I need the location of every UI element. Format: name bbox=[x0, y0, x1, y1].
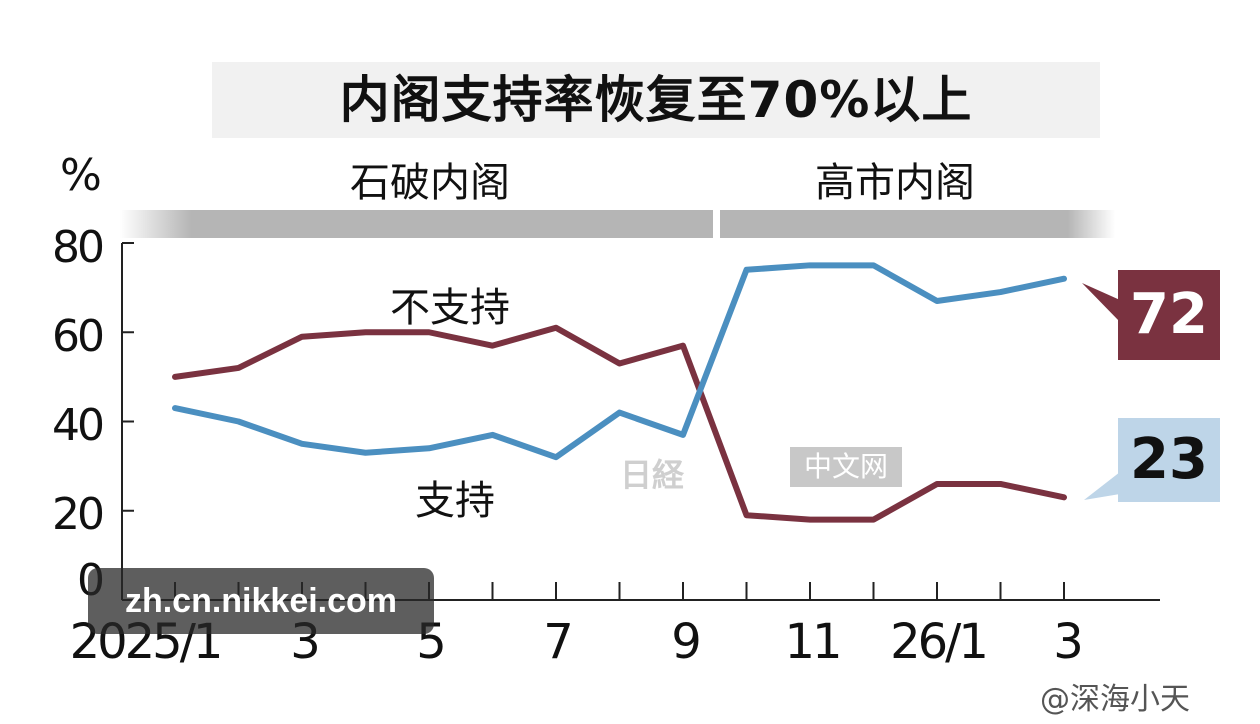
credit-label: @深海小天 bbox=[1040, 682, 1190, 717]
x-tick-label-9: 9 bbox=[671, 614, 701, 670]
era-bar-takaichi bbox=[720, 210, 1115, 238]
x-tick-label-3b: 3 bbox=[1053, 614, 1083, 670]
x-tick-label-26-1: 26/1 bbox=[890, 614, 989, 670]
era-label-takaichi: 高市内阁 bbox=[815, 160, 975, 206]
y-tick-label-80: 80 bbox=[52, 222, 105, 273]
end-value-badge-approve: 23 bbox=[1118, 418, 1220, 502]
watermark-text: 中文网 bbox=[803, 450, 888, 483]
source-url: zh.cn.nikkei.com bbox=[124, 582, 398, 620]
y-tick-label-60: 60 bbox=[52, 311, 105, 362]
watermark-logo: 日経 bbox=[620, 456, 685, 494]
badge-pointer-72 bbox=[1082, 283, 1120, 322]
source-url-background bbox=[88, 568, 434, 634]
chart-title: 内阁支持率恢复至70%以上 bbox=[339, 71, 973, 129]
series-line-approve bbox=[172, 262, 1067, 461]
era-label-ishiba: 石破内阁 bbox=[350, 160, 510, 206]
y-tick-label-20: 20 bbox=[52, 489, 105, 540]
badge-pointer-23 bbox=[1084, 472, 1120, 500]
y-axis-unit: % bbox=[60, 150, 102, 201]
title-background bbox=[212, 62, 1100, 138]
era-bar-ishiba bbox=[120, 210, 713, 238]
y-tick-label-40: 40 bbox=[52, 400, 105, 451]
series-label-approve: 支持 bbox=[415, 478, 495, 524]
x-tick-label-7: 7 bbox=[543, 614, 573, 670]
x-tick-label-11: 11 bbox=[784, 614, 842, 670]
end-value-badge-disapprove: 72 bbox=[1118, 270, 1220, 360]
series-line-disapprove bbox=[172, 324, 1067, 523]
series-label-disapprove: 不支持 bbox=[390, 285, 510, 331]
watermark-background bbox=[790, 447, 902, 487]
